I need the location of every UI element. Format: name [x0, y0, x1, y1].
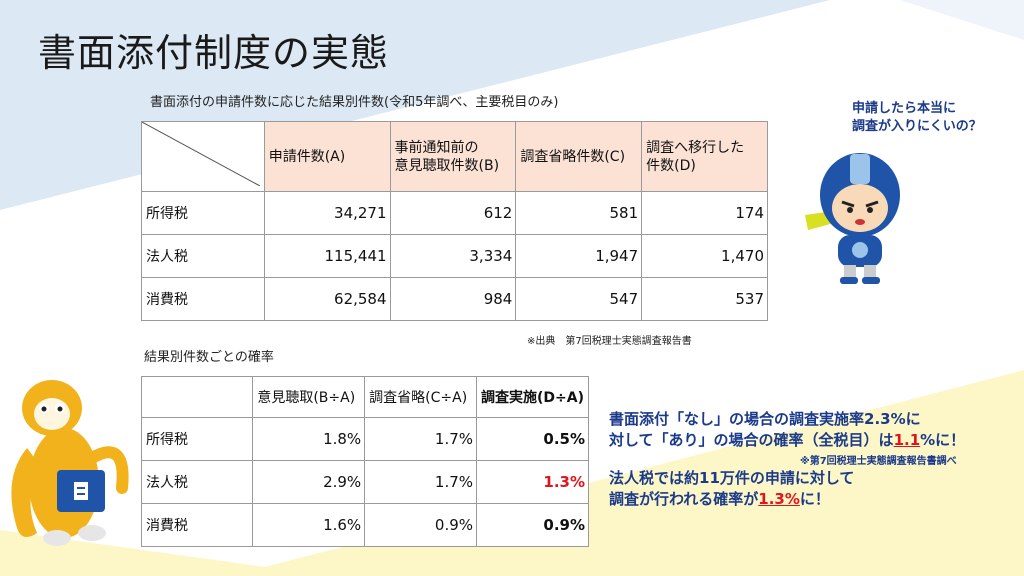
row-label: 消費税	[140, 503, 254, 547]
row-label: 消費税	[141, 277, 265, 321]
header-hearings: 事前通知前の 意見聴取件数(B)	[389, 121, 517, 192]
slide-title: 書面添付制度の実態	[38, 31, 390, 75]
corner-cell	[141, 121, 265, 192]
table-header-row: 意見聴取(B÷A) 調査省略(C÷A) 調査実施(D÷A)	[140, 376, 589, 418]
cell-value: 1,470	[641, 234, 768, 278]
table-row: 消費税 1.6% 0.9% 0.9%	[140, 503, 589, 547]
summary-line: 対して「あり」の場合の確率（全税目）は1.1%に！	[609, 431, 966, 449]
cell-value-highlight: 1.3%	[476, 460, 589, 504]
row-label: 法人税	[140, 460, 254, 504]
cell-value: 547	[515, 277, 643, 321]
header-audit-rate: 調査実施(D÷A)	[476, 376, 589, 418]
cell-value: 581	[515, 191, 643, 235]
row-label: 所得税	[141, 191, 265, 235]
cell-value: 3,334	[389, 234, 517, 278]
cell-value: 0.5%	[476, 417, 589, 461]
weasel-mascot-illustration	[11, 380, 129, 546]
header-applications: 申請件数(A)	[263, 121, 391, 192]
cell-value: 34,271	[263, 191, 391, 235]
helmet-mascot-illustration	[805, 153, 900, 284]
diagonal-line	[141, 121, 261, 187]
cell-value: 2.9%	[252, 460, 366, 504]
header-hearing-rate: 意見聴取(B÷A)	[252, 376, 366, 418]
table-row: 消費税 62,584 984 547 537	[141, 277, 768, 321]
summary-line: 法人税では約11万件の申請に対して	[609, 469, 855, 487]
probability-table: 意見聴取(B÷A) 調査省略(C÷A) 調査実施(D÷A) 所得税 1.8% 1…	[140, 376, 589, 547]
highlight-value: 1.1	[893, 431, 921, 449]
header-omitted: 調査省略件数(C)	[515, 121, 643, 192]
cell-value: 115,441	[263, 234, 391, 278]
cell-value: 1.8%	[252, 417, 366, 461]
speech-bubble-text: 申請したら本当に 調査が入りにくいの？	[852, 101, 982, 134]
header-omission-rate: 調査省略(C÷A)	[364, 376, 478, 418]
cell-value: 1.7%	[364, 417, 478, 461]
applications-table: 申請件数(A) 事前通知前の 意見聴取件数(B) 調査省略件数(C) 調査へ移行…	[141, 121, 768, 321]
summary-message-2: 法人税では約11万件の申請に対して 調査が行われる確率が1.3%に！	[609, 468, 854, 510]
cell-value: 62,584	[263, 277, 391, 321]
table-row: 所得税 34,271 612 581 174	[141, 191, 768, 235]
cell-value: 1.7%	[364, 460, 478, 504]
table-header-row: 申請件数(A) 事前通知前の 意見聴取件数(B) 調査省略件数(C) 調査へ移行…	[141, 121, 768, 192]
table1-caption: 書面添付の申請件数に応じた結果別件数(令和5年調べ、主要税目のみ)	[150, 95, 559, 110]
table2-caption: 結果別件数ごとの確率	[144, 350, 274, 365]
header-audited: 調査へ移行した 件数(D)	[641, 121, 768, 192]
cell-value: 174	[641, 191, 768, 235]
highlight-value: 1.3%	[758, 490, 800, 508]
summary-line: 書面添付「なし」の場合の調査実施率2.3%に	[609, 410, 921, 428]
row-label: 所得税	[140, 417, 254, 461]
cell-value: 612	[389, 191, 517, 235]
table-row: 法人税 2.9% 1.7% 1.3%	[140, 460, 589, 504]
cell-value: 537	[641, 277, 768, 321]
table-row: 法人税 115,441 3,334 1,947 1,470	[141, 234, 768, 278]
table-row: 所得税 1.8% 1.7% 0.5%	[140, 417, 589, 461]
summary-message-1: 書面添付「なし」の場合の調査実施率2.3%に 対して「あり」の場合の確率（全税目…	[609, 409, 965, 451]
summary-line: 調査が行われる確率が1.3%に！	[609, 490, 830, 508]
row-label: 法人税	[141, 234, 265, 278]
cell-value: 1.6%	[252, 503, 366, 547]
cell-value: 0.9%	[364, 503, 478, 547]
corner-cell	[140, 376, 254, 418]
survey-note: ※第7回税理士実態調査報告書調べ	[800, 456, 957, 467]
cell-value: 0.9%	[476, 503, 589, 547]
cell-value: 1,947	[515, 234, 643, 278]
source-note: ※出典 第7回税理士実態調査報告書	[527, 336, 692, 347]
cell-value: 984	[389, 277, 517, 321]
